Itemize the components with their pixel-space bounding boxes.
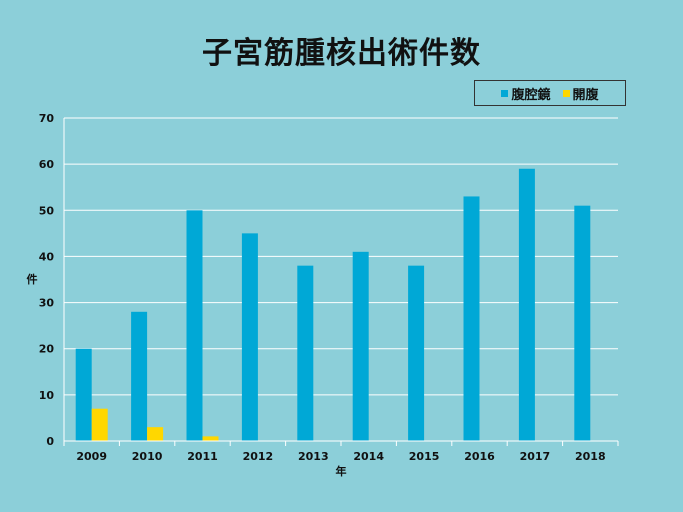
chart-title: 子宮筋腫核出術件数: [202, 36, 481, 71]
bars: [75, 168, 591, 441]
legend-label-open: 開腹: [572, 87, 599, 103]
chart-legend: 腹腔鏡 開腹: [474, 80, 626, 106]
bar-laparoscopic-2013: [297, 265, 314, 441]
bar-laparoscopic-2010: [131, 311, 148, 441]
bar-open-2011: [202, 436, 219, 441]
x-tick-label: 2012: [243, 450, 274, 463]
x-tick-label: 2017: [520, 450, 551, 463]
legend-item-laparoscopic: 腹腔鏡: [501, 84, 551, 103]
y-tick-label: 20: [39, 343, 55, 356]
x-tick-label: 2010: [132, 450, 163, 463]
y-tick-label: 50: [39, 204, 55, 217]
bar-laparoscopic-2011: [186, 210, 203, 441]
x-tick-label: 2018: [575, 450, 606, 463]
y-axis-label: 件: [27, 272, 38, 286]
bar-open-2010: [147, 427, 164, 441]
x-tick-label: 2014: [353, 450, 384, 463]
bar-laparoscopic-2016: [463, 196, 480, 441]
x-tick-label: 2009: [76, 450, 107, 463]
legend-item-open: 開腹: [562, 84, 599, 103]
y-tick-labels: 0 10 20 30 40 50 60 70: [39, 112, 55, 448]
legend-swatch-open: [562, 89, 570, 97]
x-tick-label: 2015: [409, 450, 440, 463]
y-tick-label: 60: [39, 158, 55, 171]
x-tick-labels: 2009 2010 2011 2012 2013 2014 2015 2016 2017 2018: [76, 450, 605, 463]
legend-swatch-laparoscopic: [501, 89, 509, 97]
y-tick-label: 70: [39, 112, 55, 125]
x-tick-label: 2011: [187, 450, 218, 463]
bar-laparoscopic-2012: [241, 233, 258, 441]
x-tick-label: 2013: [298, 450, 329, 463]
y-tick-label: 30: [39, 297, 55, 310]
y-tick-label: 10: [39, 389, 55, 402]
x-tick-label: 2016: [464, 450, 495, 463]
bar-laparoscopic-2009: [75, 348, 92, 441]
y-tick-label: 40: [39, 250, 55, 263]
y-tick-label: 0: [46, 435, 54, 448]
x-axis-label: 年: [336, 464, 347, 478]
bar-laparoscopic-2014: [352, 251, 369, 441]
bar-open-2009: [91, 408, 108, 441]
axes: [63, 118, 619, 446]
bar-laparoscopic-2015: [408, 265, 425, 441]
bar-laparoscopic-2018: [574, 205, 591, 441]
bar-laparoscopic-2017: [518, 168, 535, 441]
legend-label-laparoscopic: 腹腔鏡: [511, 87, 551, 103]
